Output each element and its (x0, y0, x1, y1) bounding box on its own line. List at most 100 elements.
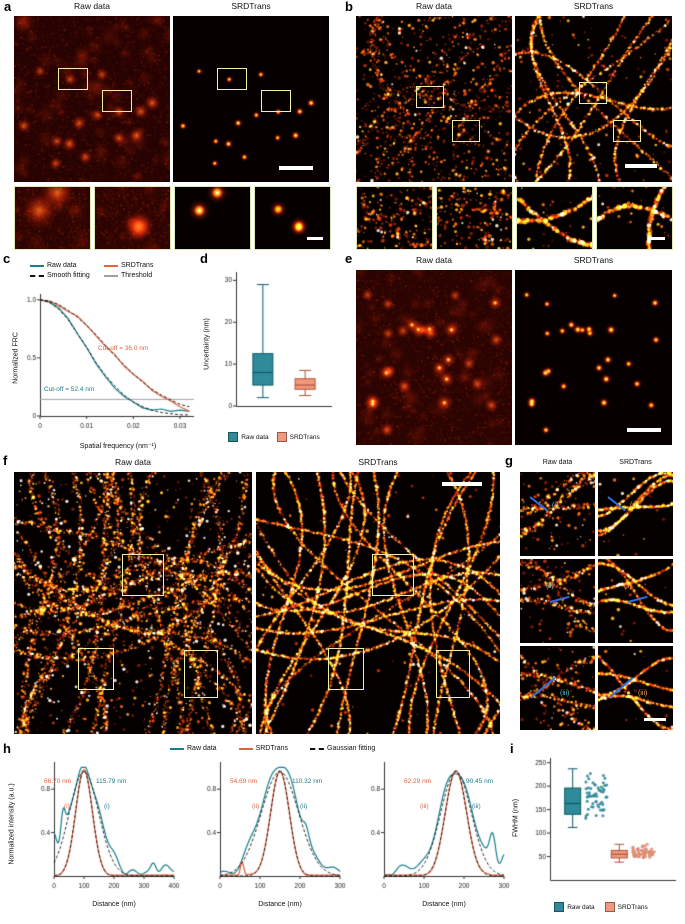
roi-box (416, 86, 444, 108)
cutoff-srdtrans-annotation: Cut-off = 36.0 nm (98, 345, 149, 352)
panel-i-letter: i (510, 741, 514, 756)
dashed-line-swatch (310, 747, 324, 750)
panel-e-letter: e (345, 251, 353, 266)
roi-box (122, 554, 164, 596)
frc-xlabel: Spatial frequency (nm⁻¹) (79, 443, 157, 450)
profile-chart-iii (356, 756, 512, 898)
g-crop-srd-iii: (iii) (598, 646, 673, 730)
fwhm-ylabel: FWHM (nm) (512, 798, 520, 838)
legend-item-srdtrans: SRDTrans (104, 262, 196, 269)
g-marker: (iii) (638, 690, 648, 697)
roi-box (58, 68, 88, 90)
srdtrans-box-swatch (604, 902, 615, 912)
profile-xlabel: Distance (nm) (92, 901, 136, 908)
zoom-crop (436, 186, 513, 250)
legend-label: SRDTrans (255, 745, 288, 752)
legend-item-srdtrans: SRDTrans (238, 745, 288, 752)
profile-marker: (i) (104, 803, 110, 810)
srdtrans-image-e (515, 270, 672, 445)
g-marker: (ii) (546, 583, 554, 590)
scale-bar (307, 237, 323, 240)
g-crop-raw-iii: (iii) (520, 646, 595, 730)
frc-legend: Raw data SRDTrans Smooth fitting Thresho… (30, 262, 196, 279)
panel-f-title-raw: Raw data (115, 457, 151, 467)
panel-a-letter: a (4, 0, 12, 14)
raw-image-f (14, 472, 252, 734)
scale-bar (625, 164, 657, 168)
fwhm-srdtrans-annotation: 66.70 nm (44, 778, 72, 785)
microscopy-canvas (173, 16, 329, 182)
profile-chart-ii (192, 756, 348, 898)
raw-box-swatch (554, 902, 565, 912)
roi-box (372, 554, 414, 596)
g-crop-raw-i: (i) (520, 472, 595, 556)
panel-a-title-raw: Raw data (74, 1, 110, 11)
profile-xlabel: Distance (nm) (422, 901, 466, 908)
zoom-crop (14, 186, 91, 250)
scale-bar (644, 718, 666, 721)
microscopy-canvas (14, 472, 252, 734)
zoom-crop (516, 186, 593, 250)
profile-marker: (iii) (420, 803, 429, 810)
profile-marker: (iii) (472, 803, 481, 810)
profiles-legend: Raw data SRDTrans Gaussian fitting (170, 745, 375, 752)
g-marker: (i) (552, 502, 559, 509)
panel-g-letter: g (505, 453, 513, 468)
uncertainty-chart (210, 262, 338, 428)
roi-box (78, 648, 114, 690)
fwhm-raw-annotation: 110.32 nm (292, 778, 323, 785)
zoom-crop (356, 186, 433, 250)
microscopy-canvas (14, 16, 170, 182)
microscopy-canvas (520, 646, 595, 730)
legend-item-raw: Raw data (30, 262, 104, 269)
profile-marker: (i) (64, 803, 70, 810)
roi-box (613, 120, 641, 142)
zoom-crop (596, 186, 673, 250)
fwhm-legend: Raw data SRDTrans (520, 902, 682, 912)
legend-label: Smooth fitting (47, 272, 90, 279)
roi-box (579, 82, 607, 104)
frc-ylabel: Normalized FRC (12, 332, 20, 384)
microscopy-canvas (356, 16, 512, 182)
srdtrans-image-f (256, 472, 500, 734)
microscopy-canvas (437, 187, 512, 249)
cutoff-raw-annotation: Cut-off = 52.4 nm (44, 386, 95, 393)
fwhm-raw-annotation: 115.79 nm (96, 778, 127, 785)
srdtrans-image-a (173, 16, 329, 182)
panel-h-letter: h (3, 741, 11, 756)
legend-label: SRDTrans (289, 433, 320, 441)
panel-g-title-srdtrans: SRDTrans (619, 459, 652, 466)
scale-bar (442, 482, 482, 486)
panel-b-title-srdtrans: SRDTrans (573, 1, 614, 11)
microscopy-canvas (95, 187, 170, 249)
panel-e-title-raw: Raw data (416, 255, 452, 265)
raw-box-swatch (228, 432, 239, 442)
uncertainty-ylabel: Uncertainty (nm) (203, 318, 211, 370)
fwhm-srdtrans-annotation: 54.69 nm (230, 778, 258, 785)
profile-marker: (ii) (300, 803, 308, 810)
panel-b-letter: b (345, 0, 353, 14)
legend-item-gaussian: Gaussian fitting (310, 745, 375, 752)
microscopy-canvas (598, 646, 673, 730)
g-crop-raw-ii: (ii) (520, 559, 595, 643)
panel-g-title-raw: Raw data (542, 459, 573, 466)
uncertainty-legend: Raw data SRDTrans (210, 432, 338, 442)
threshold-line-swatch (104, 274, 118, 277)
legend-item-srdtrans: SRDTrans (604, 902, 648, 912)
raw-image-b (356, 16, 512, 182)
zoom-crop (94, 186, 171, 250)
roi-box (436, 650, 470, 698)
profile-chart-i (26, 756, 182, 898)
dashed-line-swatch (30, 274, 44, 277)
roi-box (328, 648, 364, 690)
legend-label: Raw data (187, 745, 217, 752)
raw-image-e (356, 270, 512, 445)
roi-box (102, 90, 132, 112)
zoom-crop (254, 186, 331, 250)
fwhm-raw-annotation: 90.45 nm (466, 778, 494, 785)
raw-image-a (14, 16, 170, 182)
scale-bar (279, 166, 313, 170)
frc-chart (14, 288, 204, 440)
legend-label: Raw data (47, 262, 77, 269)
